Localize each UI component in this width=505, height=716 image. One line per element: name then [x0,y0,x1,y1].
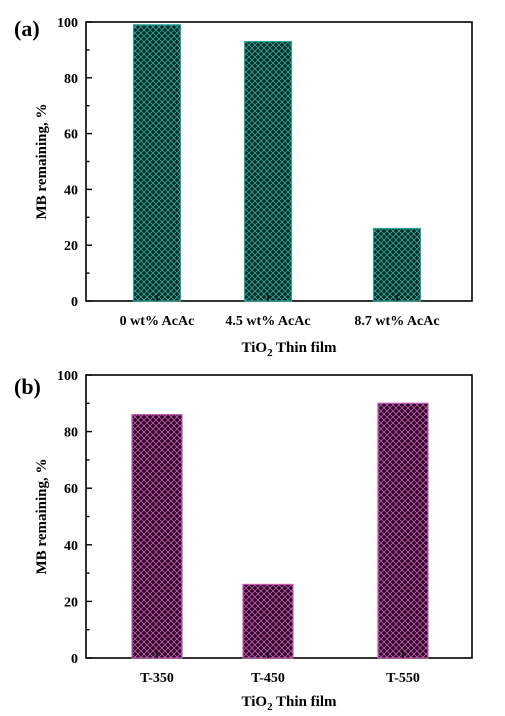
x-tick-label: 4.5 wt% AcAc [225,314,310,329]
y-ticks: 0 20 40 60 80 100 [57,369,92,667]
x-tick-labels: T-350 T-450 T-550 [140,652,420,686]
x-tick-label: 8.7 wt% AcAc [354,314,439,329]
y-tick-label: 80 [64,426,78,441]
x-tick-label: T-350 [140,671,174,686]
y-tick-label: 20 [64,595,78,610]
y-tick-label: 80 [64,72,78,87]
y-axis-label: MB remaining, % [34,459,50,575]
chart-panel-b: (b) 0 20 40 60 80 100 T-350 T-450 T-550 MB rema… [14,369,473,713]
bar [131,414,183,659]
x-tick-label: T-450 [251,671,285,686]
y-axis-label: MB remaining, % [34,104,50,220]
y-tick-label: 60 [64,128,78,143]
y-tick-label: 40 [64,539,78,554]
y-tick-label: 40 [64,183,78,198]
x-axis-label: TiO2 Thin film [242,340,337,359]
bar [372,227,422,302]
bars [132,24,422,302]
bar [242,583,294,659]
panel-label: (a) [14,16,40,41]
y-tick-label: 100 [57,369,78,384]
y-tick-label: 20 [64,239,78,254]
y-tick-label: 60 [64,482,78,497]
chart-panel-a: (a) 0 20 40 60 80 100 0 wt% AcAc 4.5 wt% AcAc 8… [14,16,473,359]
x-tick-label: T-550 [386,671,420,686]
x-axis-label: TiO2 Thin film [242,694,337,713]
x-tick-label: 0 wt% AcAc [120,314,195,329]
y-tick-label: 0 [71,652,78,667]
bar [243,40,293,302]
bars [131,402,429,659]
bar [377,402,429,659]
y-tick-label: 0 [71,295,78,310]
y-tick-label: 100 [57,16,78,31]
x-tick-labels: 0 wt% AcAc 4.5 wt% AcAc 8.7 wt% AcAc [120,295,440,329]
bar [132,24,182,302]
y-ticks: 0 20 40 60 80 100 [57,16,92,310]
panel-label: (b) [14,374,41,399]
